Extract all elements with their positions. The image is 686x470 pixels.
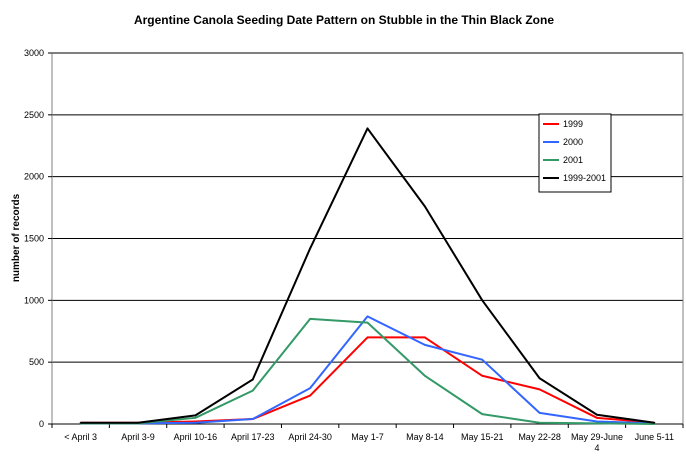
x-tick-label: May 8-14	[406, 432, 444, 442]
data-point-2000	[481, 358, 484, 361]
data-point-1999-2001	[137, 421, 139, 424]
legend-label: 2001	[563, 155, 583, 165]
data-point-1999	[481, 374, 484, 377]
x-tick-label: < April 3	[64, 432, 97, 442]
data-point-1999-2001	[538, 377, 541, 380]
data-point-2000	[538, 411, 541, 414]
legend: 1999 2000 2001 1999-2001	[538, 113, 612, 193]
data-point-2000	[251, 418, 254, 420]
x-tick-label-line: May 29-June	[571, 432, 623, 442]
data-point-2001	[481, 413, 484, 416]
gridlines	[52, 52, 683, 363]
y-tick-label: 1000	[24, 295, 44, 305]
y-tick-label: 2000	[24, 172, 44, 182]
x-tick-label-line: May 15-21	[461, 432, 504, 442]
y-tick-label: 0	[39, 419, 44, 429]
y-tick-label: 3000	[24, 48, 44, 58]
data-point-1999-2001	[481, 299, 484, 302]
y-tick-label: 500	[29, 357, 44, 367]
x-tick-label: April 24-30	[288, 432, 332, 442]
x-tick-label-line: May 1-7	[351, 432, 384, 442]
x-tick-label: April 10-16	[174, 432, 218, 442]
legend-label: 1999-2001	[563, 173, 606, 183]
data-point-2000	[366, 315, 369, 318]
data-point-2000	[596, 420, 598, 423]
y-tick-label: 1500	[24, 234, 44, 244]
x-tick-label: May 22-28	[518, 432, 561, 442]
data-point-1999	[423, 336, 426, 339]
series-line-2000	[80, 315, 655, 425]
chart-title: Argentine Canola Seeding Date Pattern on…	[134, 13, 554, 27]
data-point-2000	[194, 421, 197, 424]
legend-label: 1999	[563, 119, 583, 129]
data-point-2001	[423, 374, 426, 377]
data-point-1999-2001	[79, 421, 82, 424]
data-point-1999-2001	[309, 247, 312, 250]
data-point-1999-2001	[596, 413, 598, 416]
x-tick-label-line: April 10-16	[174, 432, 218, 442]
data-point-2000	[423, 343, 426, 346]
x-tick-label: May 1-7	[351, 432, 384, 442]
data-point-1999-2001	[423, 205, 426, 208]
axes: 0 500 1000 1500 2000 2500 3000 < April 3 April 3…	[24, 48, 684, 453]
x-tick-label-line: May 8-14	[406, 432, 444, 442]
data-point-2000	[309, 387, 312, 390]
x-tick-label: May 29-June 4	[571, 432, 623, 453]
x-tick-label-line: June 5-11	[635, 432, 674, 442]
x-tick-label: May 15-21	[461, 432, 504, 442]
x-tick-label-line: April 24-30	[288, 432, 332, 442]
data-point-1999-2001	[366, 127, 369, 130]
x-tick-label-line: < April 3	[64, 432, 97, 442]
x-tick-label-line: April 17-23	[231, 432, 275, 442]
data-point-2001	[366, 321, 369, 324]
data-point-1999	[596, 416, 598, 419]
series-line-1999	[80, 336, 655, 424]
data-point-1999-2001	[653, 421, 656, 424]
data-point-1999	[366, 336, 369, 339]
y-axis-label: number of records	[11, 193, 22, 282]
x-tick-label-line: April 3-9	[121, 432, 155, 442]
data-point-2001	[251, 389, 254, 392]
data-point-2001	[538, 421, 541, 424]
series-lines	[79, 127, 656, 425]
x-tick-label: April 3-9	[121, 432, 155, 442]
data-point-2001	[596, 422, 598, 425]
x-tick-label: June 5-11	[635, 432, 674, 442]
x-tick-label: April 17-23	[231, 432, 275, 442]
x-tick-label-line: 4	[594, 443, 599, 453]
legend-label: 2000	[563, 137, 583, 147]
data-point-2001	[194, 416, 197, 419]
x-tick-label-line: May 22-28	[518, 432, 561, 442]
data-point-1999	[538, 388, 541, 391]
data-point-1999-2001	[251, 378, 254, 381]
data-point-2001	[309, 317, 312, 320]
data-point-1999-2001	[194, 414, 197, 417]
series-line-2001	[80, 317, 655, 425]
data-point-1999	[309, 394, 312, 397]
y-tick-label: 2500	[24, 110, 44, 120]
